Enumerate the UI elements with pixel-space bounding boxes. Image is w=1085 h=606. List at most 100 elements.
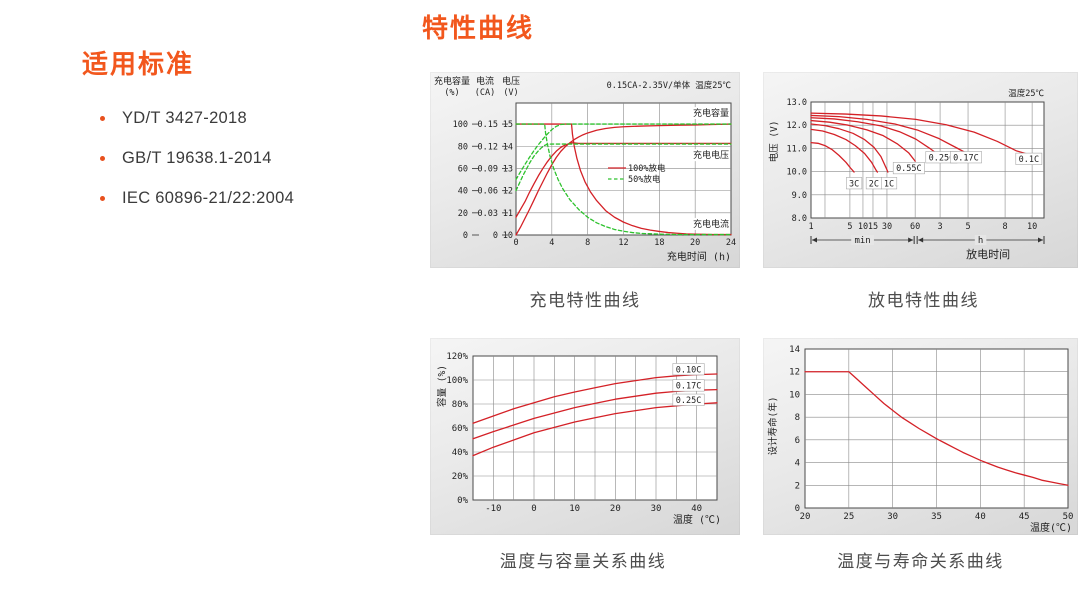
standards-item: YD/T 3427-2018 — [82, 109, 412, 128]
svg-text:充电电流: 充电电流 — [693, 218, 729, 230]
bullet-icon — [100, 116, 105, 121]
svg-text:(CA): (CA) — [475, 88, 495, 98]
svg-text:温度 (℃): 温度 (℃) — [673, 513, 721, 526]
svg-text:h: h — [978, 236, 983, 246]
svg-text:15: 15 — [868, 222, 878, 232]
svg-text:0.17C: 0.17C — [676, 381, 702, 391]
svg-text:4: 4 — [795, 459, 800, 469]
svg-text:8: 8 — [795, 413, 800, 423]
svg-text:40: 40 — [975, 512, 986, 522]
svg-text:15: 15 — [503, 120, 513, 130]
charge-characteristic-chart: 充电容量 (%) 0 20 40 60 80 100 电流 (CA) 0 0.03 0.06 0.09 0.… — [430, 72, 740, 268]
svg-text:30: 30 — [651, 504, 662, 514]
page-title: 特性曲线 — [422, 13, 535, 43]
svg-text:100: 100 — [453, 120, 468, 130]
svg-text:0.12: 0.12 — [478, 142, 498, 152]
svg-text:2: 2 — [795, 481, 800, 491]
standards-section: 适用标准 YD/T 3427-2018 GB/T 19638.1-2014 IE… — [82, 44, 412, 229]
svg-text:80%: 80% — [452, 400, 469, 410]
svg-text:0.15: 0.15 — [478, 120, 498, 130]
svg-text:充电电压: 充电电压 — [693, 149, 729, 161]
svg-text:电压: 电压 — [502, 75, 520, 87]
svg-text:3: 3 — [938, 222, 943, 232]
svg-text:20: 20 — [458, 209, 468, 219]
svg-text:0.15CA-2.35V/单体 温度25℃: 0.15CA-2.35V/单体 温度25℃ — [607, 80, 732, 91]
charge-chart-canvas: 充电容量(%)020406080100电流(CA)00.030.060.090.… — [434, 75, 736, 263]
svg-text:充电容量: 充电容量 — [434, 75, 470, 87]
chart-caption-temp-life: 温度与寿命关系曲线 — [837, 552, 1004, 571]
svg-text:25: 25 — [843, 512, 854, 522]
svg-text:10: 10 — [1027, 222, 1037, 232]
svg-text:100%放电: 100%放电 — [628, 163, 666, 174]
svg-text:(%): (%) — [444, 88, 459, 98]
discharge-characteristic-chart: 13.0 12.0 11.0 10.0 9.0 8.0 电压 (V) 1 5 10 15 30 60 3 5… — [763, 72, 1078, 268]
svg-text:20%: 20% — [452, 472, 469, 482]
svg-text:(V): (V) — [503, 88, 518, 98]
svg-text:12: 12 — [503, 187, 513, 197]
svg-text:10: 10 — [858, 222, 868, 232]
svg-text:30: 30 — [882, 222, 892, 232]
svg-text:40%: 40% — [452, 448, 469, 458]
svg-text:5: 5 — [965, 222, 970, 232]
chart-caption-charge: 充电特性曲线 — [529, 291, 641, 310]
svg-text:14: 14 — [789, 345, 800, 355]
svg-text:0%: 0% — [457, 496, 468, 506]
svg-text:4: 4 — [549, 238, 554, 248]
svg-text:-10: -10 — [485, 504, 501, 514]
svg-text:20: 20 — [800, 512, 811, 522]
standards-item-label: IEC 60896-21/22:2004 — [122, 189, 295, 207]
svg-text:40: 40 — [691, 504, 702, 514]
svg-text:10: 10 — [569, 504, 580, 514]
svg-text:20: 20 — [610, 504, 621, 514]
svg-text:min: min — [854, 236, 870, 246]
svg-text:100%: 100% — [446, 376, 468, 386]
svg-text:0.1C: 0.1C — [1019, 155, 1039, 165]
svg-text:容量 (%): 容量 (%) — [436, 365, 448, 407]
svg-text:充电时间 (h): 充电时间 (h) — [667, 250, 731, 263]
svg-text:0: 0 — [513, 238, 518, 248]
bullet-icon — [100, 196, 105, 201]
svg-text:6: 6 — [795, 436, 800, 446]
svg-text:1: 1 — [808, 222, 813, 232]
svg-text:60: 60 — [458, 164, 468, 174]
svg-text:8: 8 — [1003, 222, 1008, 232]
svg-text:电压 (V): 电压 (V) — [768, 120, 780, 162]
svg-text:20: 20 — [690, 238, 700, 248]
svg-text:1C: 1C — [884, 179, 894, 189]
svg-text:10: 10 — [503, 231, 513, 241]
svg-text:0: 0 — [531, 504, 536, 514]
svg-text:温度(℃): 温度(℃) — [1030, 521, 1072, 534]
svg-text:0.25C: 0.25C — [676, 396, 702, 406]
standards-item-label: GB/T 19638.1-2014 — [122, 149, 272, 167]
svg-text:0.25C: 0.25C — [929, 153, 955, 163]
svg-text:13: 13 — [503, 164, 513, 174]
svg-text:充电容量: 充电容量 — [693, 107, 729, 119]
svg-text:0: 0 — [795, 504, 800, 514]
svg-text:14: 14 — [503, 142, 513, 152]
svg-text:3C: 3C — [849, 179, 859, 189]
svg-text:0.17C: 0.17C — [953, 153, 979, 163]
svg-text:60: 60 — [910, 222, 920, 232]
svg-text:12: 12 — [789, 368, 800, 378]
bullet-icon — [100, 156, 105, 161]
svg-text:30: 30 — [887, 512, 898, 522]
svg-text:10.0: 10.0 — [787, 168, 807, 178]
svg-text:0.09: 0.09 — [478, 164, 498, 174]
svg-text:50%放电: 50%放电 — [628, 174, 661, 185]
standards-item-label: YD/T 3427-2018 — [122, 109, 247, 127]
standards-title: 适用标准 — [82, 49, 195, 79]
temperature-life-chart: 14 12 10 8 6 4 2 0 20 25 30 35 40 45 50 温度(℃) 设计寿命(年) — [763, 338, 1078, 535]
svg-text:10: 10 — [789, 390, 800, 400]
svg-text:设计寿命(年): 设计寿命(年) — [767, 397, 779, 456]
standards-item: GB/T 19638.1-2014 — [82, 149, 412, 168]
svg-text:8.0: 8.0 — [792, 214, 807, 224]
temperature-capacity-chart: 120% 100% 80% 60% 40% 20% 0% -10 0 10 20 30 40 温度 (℃)… — [430, 338, 740, 535]
svg-text:18: 18 — [654, 238, 664, 248]
svg-text:0.06: 0.06 — [478, 187, 498, 197]
svg-text:8: 8 — [585, 238, 590, 248]
svg-text:0.03: 0.03 — [478, 209, 498, 219]
svg-text:12: 12 — [618, 238, 628, 248]
svg-text:35: 35 — [931, 512, 942, 522]
